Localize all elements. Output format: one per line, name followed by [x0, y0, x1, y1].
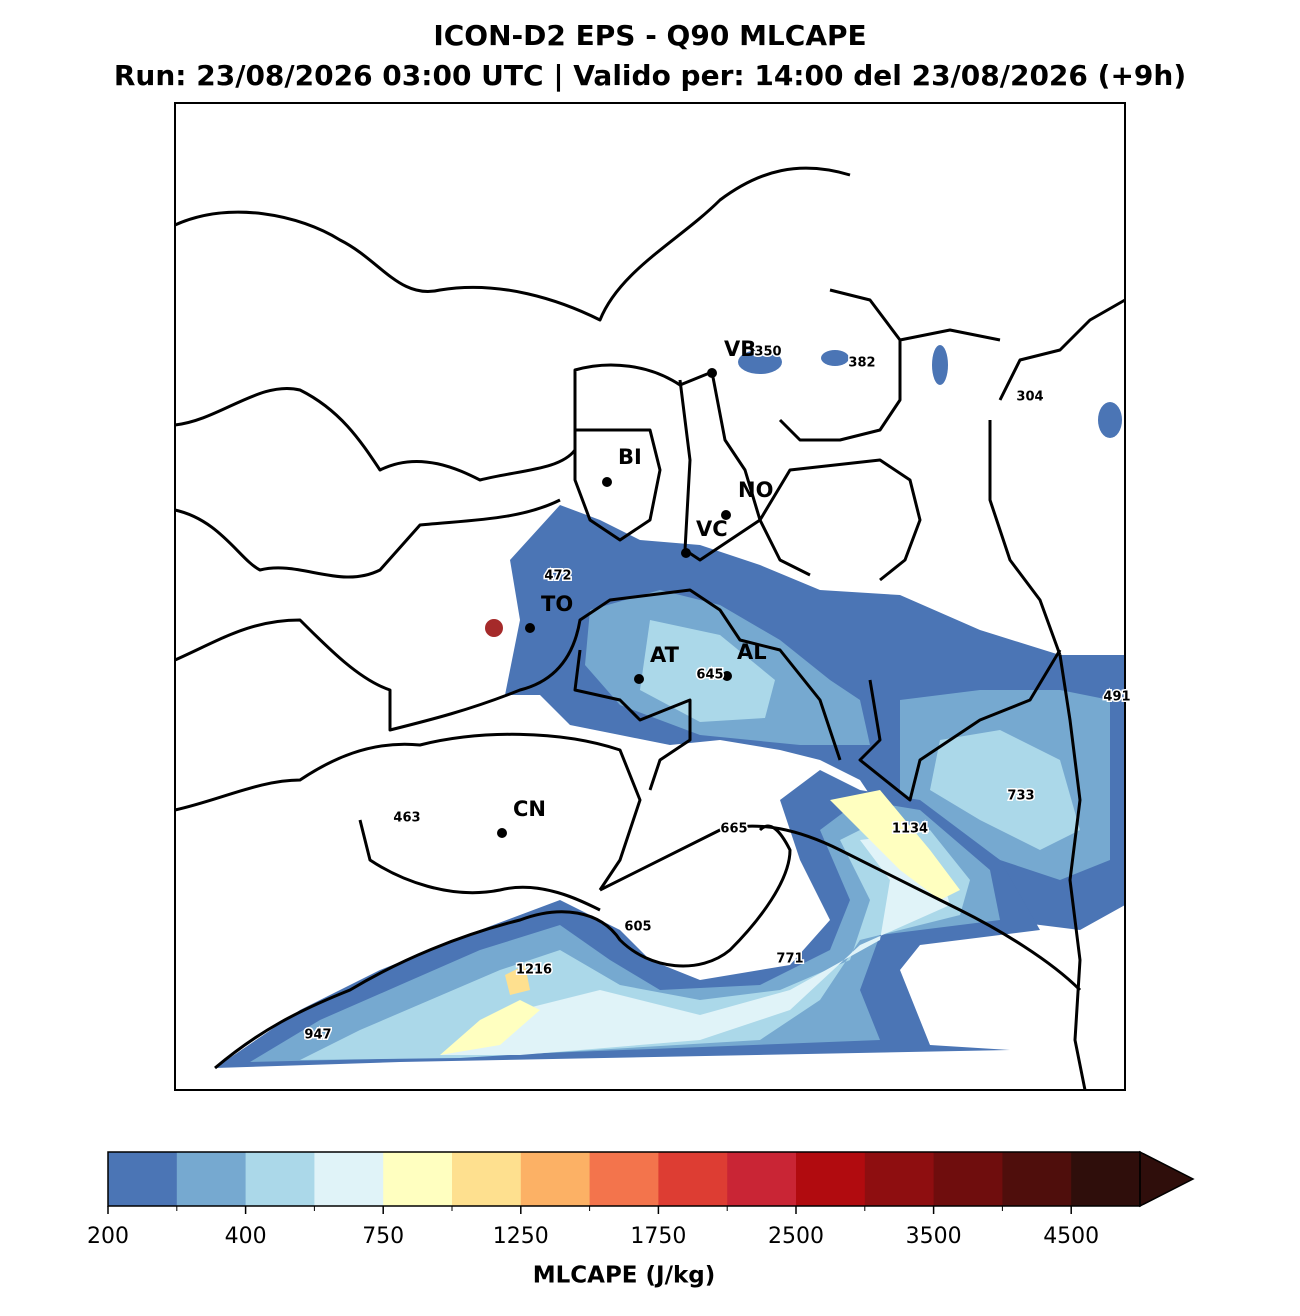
colorbar-extension [1139, 1150, 1195, 1208]
colorbar-segment [658, 1152, 728, 1206]
colorbar-segment [314, 1152, 384, 1206]
colorbar-segment [520, 1152, 591, 1206]
colorbar-tick-label: 1750 [630, 1224, 686, 1249]
colorbar-segment [1002, 1152, 1072, 1206]
city-dot [722, 671, 732, 681]
city-dot [721, 510, 731, 520]
cape-area [505, 965, 530, 995]
city-dot [634, 674, 644, 684]
city-label: VC [696, 517, 728, 541]
colorbar-segment [452, 1152, 522, 1206]
cape-area [440, 835, 950, 1055]
colorbar-segment [589, 1152, 659, 1206]
map-frame [174, 102, 1126, 1091]
colorbar-tick-label: 750 [362, 1224, 404, 1249]
city-label: BI [618, 445, 642, 469]
colorbar-segment [383, 1152, 453, 1206]
cape-area [738, 350, 782, 374]
colorbar-segment [1071, 1152, 1141, 1206]
max-label: 1134 [892, 822, 928, 837]
city-label: NO [738, 478, 773, 502]
city-dot [681, 548, 691, 558]
colorbar-label: MLCAPE (J/kg) [533, 1263, 716, 1289]
max-label: 472 [544, 569, 571, 584]
subtitle: Run: 23/08/2026 03:00 UTC | Valido per: … [114, 59, 1186, 92]
cape-field [215, 345, 1125, 1068]
cape-area [930, 730, 1080, 850]
colorbar-segment [245, 1152, 315, 1206]
colorbar-segment [727, 1152, 797, 1206]
colorbar-tick-label: 4500 [1043, 1224, 1099, 1249]
cape-area [830, 790, 960, 900]
max-label: 605 [624, 920, 651, 935]
city-label: VB [724, 337, 756, 361]
city-dot [707, 368, 717, 378]
location-marker [485, 619, 503, 637]
cape-area [1098, 402, 1122, 438]
city-label: AT [650, 643, 680, 667]
cape-area [640, 620, 775, 722]
city-label: CN [513, 797, 546, 821]
colorbar-segment [933, 1152, 1003, 1206]
borders [174, 166, 1126, 1091]
max-label: 382 [848, 356, 875, 371]
cape-area [440, 1000, 540, 1055]
city-label: AL [737, 640, 767, 664]
city-dot [497, 828, 507, 838]
colorbar-tick-label: 400 [225, 1224, 267, 1249]
max-label: 665 [720, 822, 747, 837]
colorbar-segment [796, 1152, 866, 1206]
cape-area [932, 345, 948, 385]
colorbar-tick-label: 200 [87, 1224, 129, 1249]
max-label: 771 [776, 952, 803, 967]
title: ICON-D2 EPS - Q90 MLCAPE [433, 19, 866, 52]
cape-area [821, 350, 849, 366]
city-dot [602, 477, 612, 487]
colorbar-frame [107, 1151, 1141, 1207]
colorbar-tick-label: 3500 [906, 1224, 962, 1249]
labels: VB BI NO VC TO AT AL CN 350 382 304 472 645 491 733 113… [303, 337, 1132, 1044]
cape-area [300, 820, 970, 1060]
max-label: 463 [393, 811, 420, 826]
colorbar-segment [108, 1152, 178, 1206]
colorbar-segment [176, 1152, 247, 1206]
city-dot [525, 623, 535, 633]
max-label: 947 [304, 1028, 331, 1043]
colorbar-tick-label: 1250 [493, 1224, 549, 1249]
max-label: 1216 [516, 963, 552, 978]
city-label: TO [541, 592, 573, 616]
max-label: 304 [1016, 390, 1043, 405]
max-label: 491 [1103, 690, 1130, 705]
colorbar: 200 400 750 1250 1750 2500 3500 4500 MLCAPE (J/k… [87, 1150, 1195, 1289]
colorbar-segment [864, 1152, 935, 1206]
colorbar-tick-label: 2500 [768, 1224, 824, 1249]
max-label: 350 [754, 345, 781, 360]
max-label: 645 [696, 668, 723, 683]
max-label: 733 [1007, 789, 1034, 804]
